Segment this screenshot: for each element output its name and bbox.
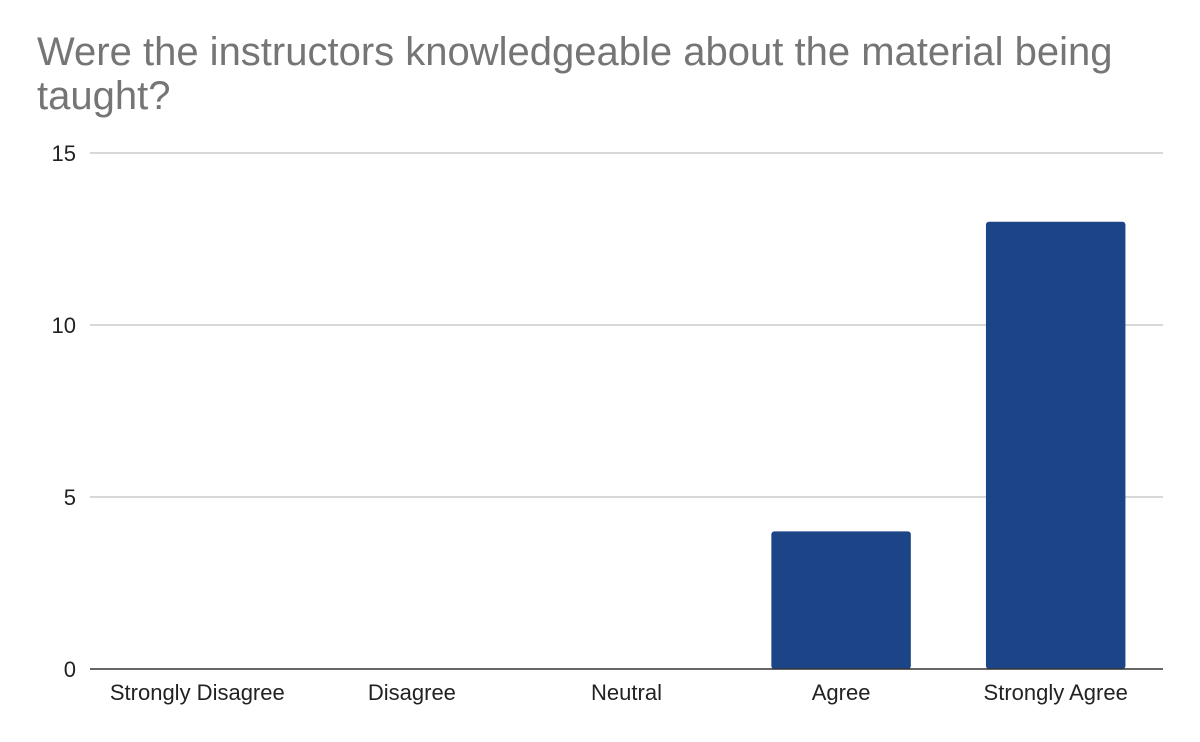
chart-title: Were the instructors knowledgeable about… xyxy=(37,30,1113,118)
y-axis-ticks: 0 5 10 15 xyxy=(52,141,76,682)
bars xyxy=(771,221,1126,670)
x-axis-ticks: Strongly Disagree Disagree Neutral Agree Str… xyxy=(110,680,1128,705)
x-tick-label: Disagree xyxy=(368,680,456,705)
gridlines xyxy=(90,152,1163,498)
x-tick-label: Neutral xyxy=(591,680,662,705)
y-tick-label: 0 xyxy=(64,657,76,682)
y-tick-label: 5 xyxy=(64,485,76,510)
y-tick-label: 15 xyxy=(52,141,76,166)
y-tick-label: 10 xyxy=(52,313,76,338)
bar xyxy=(771,531,911,669)
bar xyxy=(985,221,1126,670)
x-tick-label: Agree xyxy=(812,680,871,705)
x-tick-label: Strongly Disagree xyxy=(110,680,285,705)
x-tick-label: Strongly Agree xyxy=(984,680,1128,705)
